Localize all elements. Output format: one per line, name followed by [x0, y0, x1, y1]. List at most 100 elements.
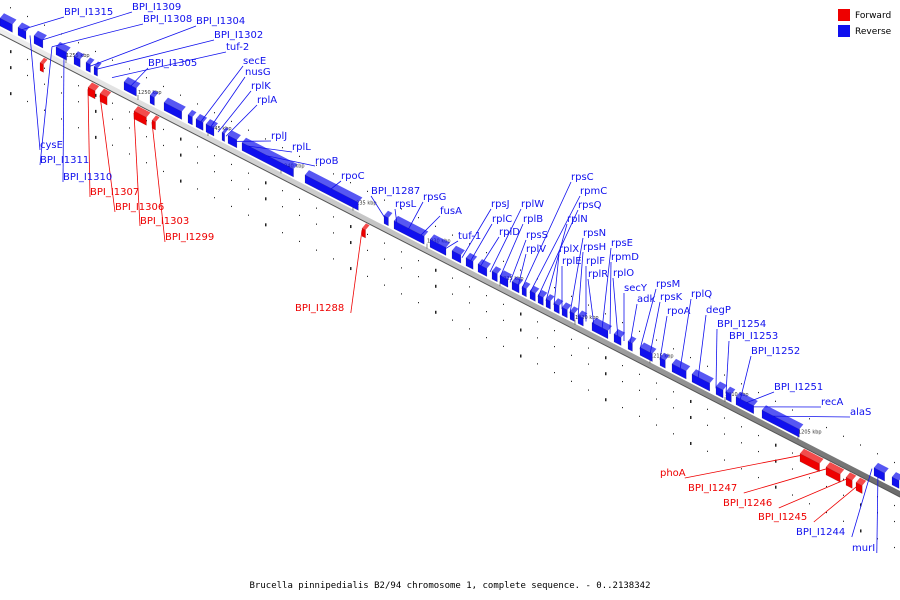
leader-tuf-1 [444, 240, 459, 250]
grid-dot [61, 118, 62, 120]
leader-rplr [587, 278, 595, 326]
grid-dot [673, 407, 674, 409]
gene-label-phoa: phoA [660, 468, 686, 479]
leader-bpi-i1304 [89, 25, 197, 67]
gene-label-rpsl: rpsL [395, 199, 417, 210]
feature-rev-16 [304, 170, 363, 211]
gene-label-muri: murI [852, 543, 875, 554]
grid-dot [384, 258, 385, 260]
grid-dot [860, 444, 861, 446]
leader-rplo [612, 277, 619, 338]
grid-dot [197, 188, 198, 190]
gene-label-degp: degP [706, 305, 731, 316]
grid-dot [248, 129, 249, 131]
grid-dot [384, 284, 385, 286]
gene-label-bpi-i1311: BPI_I1311 [40, 155, 89, 166]
grid-dot [265, 181, 267, 185]
grid-dot [809, 477, 810, 479]
feature-rev-27 [529, 285, 540, 302]
grid-dot [741, 426, 742, 428]
grid-dot [656, 382, 657, 384]
feature-rev-2 [33, 30, 47, 49]
grid-dot [792, 452, 793, 454]
leader-degp [697, 314, 707, 380]
grid-dot [520, 312, 522, 316]
gene-label-rplb: rplB [523, 214, 543, 225]
grid-dot [197, 146, 198, 148]
grid-dot [401, 267, 402, 269]
grid-dot [520, 328, 522, 332]
leader-muri [876, 471, 879, 554]
feature-rev-33 [577, 310, 588, 327]
grid-dot [231, 179, 232, 182]
grid-dot [554, 346, 555, 348]
grid-dot [197, 103, 198, 105]
feature-rev-8 [149, 90, 159, 106]
grid-dot [741, 442, 742, 444]
grid-dot [78, 42, 79, 44]
leader-rpsc [521, 181, 572, 289]
grid-dot [554, 287, 555, 289]
gene-label-bpi-i1306: BPI_I1306 [115, 202, 164, 213]
gene-label-bpi-i1288: BPI_I1288 [295, 303, 344, 314]
feature-fwd-6 [799, 448, 824, 473]
grid-dot [435, 284, 437, 288]
gene-label-rplx: rplX [559, 244, 579, 255]
tick-label: 1225 kbp [500, 276, 524, 282]
gene-label-alas: alaS [850, 407, 871, 418]
gene-label-adk: adk [637, 294, 655, 305]
feature-rev-17 [383, 210, 393, 227]
feature-fwd-0 [39, 57, 48, 73]
grid-dot [622, 406, 623, 409]
feature-fwd-5 [361, 223, 370, 239]
grid-dot [350, 182, 351, 184]
gene-label-bpi-i1287: BPI_I1287 [371, 186, 420, 197]
leader-rpss [509, 239, 527, 283]
grid-dot [146, 136, 147, 138]
feature-rev-20 [451, 245, 465, 264]
gene-label-bpi-i1310: BPI_I1310 [63, 172, 112, 183]
gene-label-bpi-i1246: BPI_I1246 [723, 498, 772, 509]
feature-rev-10 [187, 109, 197, 126]
grid-dot [673, 391, 674, 393]
grid-dot [588, 304, 589, 306]
grid-dot [860, 503, 862, 507]
leader-bpi-i1245 [813, 485, 859, 523]
gene-label-rpll: rplL [292, 142, 311, 153]
grid-dot [163, 128, 164, 131]
feature-rev-7 [123, 76, 141, 97]
grid-dot [248, 172, 249, 174]
grid-dot [792, 409, 793, 411]
gene-label-bpi-i1245: BPI_I1245 [758, 512, 807, 523]
leader-rpsq [537, 209, 579, 297]
grid-dot [605, 398, 607, 402]
sequence-axis [0, 28, 900, 498]
leader-rpmd [609, 261, 612, 334]
grid-dot [843, 494, 844, 496]
gene-label-bpi-i1302: BPI_I1302 [214, 30, 263, 41]
grid-dot [792, 468, 793, 470]
grid-dot [384, 199, 385, 201]
feature-rev-28 [537, 289, 548, 306]
gene-label-rplq: rplQ [691, 289, 712, 300]
leader-bpi-i1244 [851, 468, 873, 538]
leader-rplk [217, 90, 252, 133]
feature-rev-40 [691, 369, 714, 392]
grid-dot [401, 293, 402, 295]
gene-label-tuf-2: tuf-2 [226, 42, 249, 53]
grid-dot [44, 109, 45, 111]
feature-rev-1 [17, 22, 31, 40]
grid-dot [282, 147, 283, 149]
grid-dot [10, 7, 11, 9]
grid-dot [639, 389, 640, 391]
grid-dot [639, 330, 640, 332]
grid-dot [724, 374, 725, 376]
grid-dot [78, 101, 79, 103]
feature-rev-18 [393, 215, 429, 245]
feature-rev-24 [499, 270, 513, 288]
leader-bpi-i1299 [151, 122, 166, 243]
gene-label-rpsh: rpsH [583, 242, 606, 253]
grid-dot [469, 328, 470, 330]
grid-dot [622, 321, 623, 324]
grid-dot [180, 153, 182, 157]
